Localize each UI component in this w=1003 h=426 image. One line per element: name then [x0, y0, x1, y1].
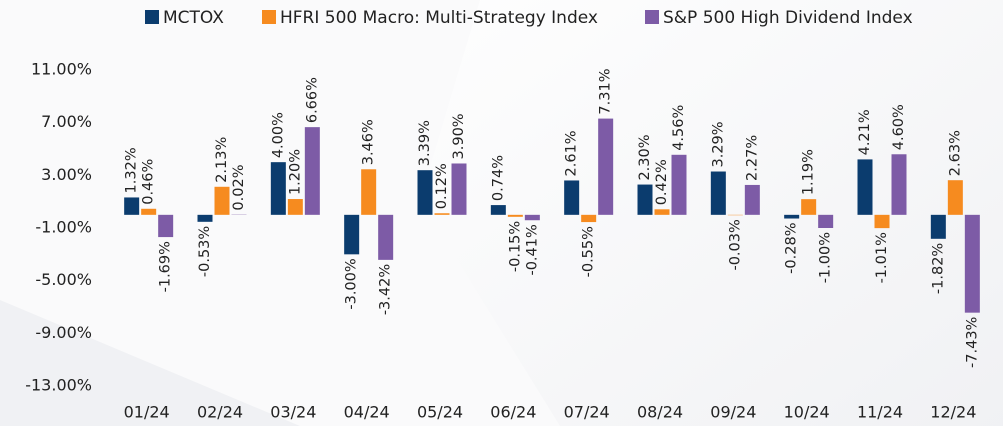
bar	[891, 154, 907, 215]
value-label: 4.56%	[671, 105, 687, 151]
bar	[507, 214, 523, 217]
bar	[564, 180, 580, 215]
bar	[417, 170, 433, 215]
x-tick-label: 03/24	[270, 403, 316, 422]
background-shape	[0, 300, 300, 426]
x-tick-label: 01/24	[124, 403, 170, 422]
value-label: -0.55%	[581, 226, 597, 277]
bar	[524, 214, 540, 221]
bar	[434, 213, 450, 215]
x-tick-label: 09/24	[710, 403, 756, 422]
bar	[930, 214, 946, 239]
value-label: 3.29%	[710, 121, 726, 167]
value-label: -0.53%	[197, 226, 213, 277]
x-tick-label: 05/24	[417, 403, 463, 422]
value-label: -0.03%	[727, 219, 743, 270]
value-label: 2.27%	[744, 135, 760, 181]
bar	[361, 169, 377, 215]
value-label: 0.12%	[434, 163, 450, 209]
bar	[598, 118, 614, 215]
value-label: 1.19%	[801, 149, 817, 195]
y-tick-label: 7.00%	[41, 112, 92, 131]
y-tick-label: 3.00%	[41, 165, 92, 184]
x-tick-label: 08/24	[637, 403, 683, 422]
bar	[304, 127, 320, 215]
bar	[874, 214, 890, 229]
bar	[158, 214, 174, 238]
y-tick-label: 11.00%	[31, 60, 92, 79]
value-label: 3.39%	[417, 120, 433, 166]
bar	[197, 214, 213, 222]
legend-swatch	[645, 10, 659, 24]
value-label: 1.20%	[287, 149, 303, 195]
value-label: 7.31%	[598, 69, 614, 115]
bar	[857, 159, 873, 215]
bar	[654, 209, 670, 215]
bar	[378, 214, 394, 260]
bar	[671, 154, 687, 215]
x-tick-label: 06/24	[490, 403, 536, 422]
value-label: -0.15%	[507, 221, 523, 272]
x-tick-label: 12/24	[930, 403, 976, 422]
value-label: -1.00%	[818, 232, 834, 283]
value-label: -0.28%	[784, 223, 800, 274]
value-label: 0.74%	[490, 155, 506, 201]
value-label: -3.00%	[344, 258, 360, 309]
x-tick-label: 02/24	[197, 403, 243, 422]
bar	[344, 214, 360, 255]
bar	[744, 184, 760, 215]
bar	[287, 199, 303, 215]
bar	[637, 184, 653, 215]
value-label: -1.82%	[930, 243, 946, 294]
legend-label: MCTOX	[163, 8, 224, 28]
value-label: -7.43%	[964, 317, 980, 368]
value-label: 3.90%	[451, 113, 467, 159]
legend-label: HFRI 500 Macro: Multi-Strategy Index	[280, 8, 598, 28]
bar	[141, 208, 157, 215]
x-tick-label: 04/24	[344, 403, 390, 422]
y-tick-label: -1.00%	[35, 218, 92, 237]
bar	[270, 162, 286, 215]
value-label: 2.63%	[947, 130, 963, 176]
value-label: 2.13%	[214, 137, 230, 183]
value-label: 0.42%	[654, 159, 670, 205]
legend-label: S&P 500 High Dividend Index	[663, 8, 913, 28]
value-label: -3.42%	[378, 264, 394, 315]
bar	[784, 214, 800, 219]
value-label: -1.01%	[874, 232, 890, 283]
legend-swatch	[145, 10, 159, 24]
value-label: 4.60%	[891, 104, 907, 150]
x-tick-label: 11/24	[857, 403, 903, 422]
y-tick-label: -9.00%	[35, 323, 92, 342]
value-label: -1.69%	[158, 241, 174, 292]
x-tick-label: 07/24	[564, 403, 610, 422]
value-label: 2.61%	[564, 130, 580, 176]
bar	[801, 199, 817, 215]
legend-swatch	[262, 10, 276, 24]
bar	[214, 186, 230, 215]
value-label: -0.41%	[524, 224, 540, 275]
value-label: 0.46%	[141, 159, 157, 205]
value-label: 6.66%	[304, 77, 320, 123]
bar	[124, 197, 140, 215]
value-label: 4.21%	[857, 109, 873, 155]
bar	[947, 180, 963, 215]
value-label: 0.02%	[231, 164, 247, 210]
y-tick-label: -13.00%	[25, 376, 92, 395]
bar	[451, 163, 467, 215]
value-label: 4.00%	[270, 112, 286, 158]
x-tick-label: 10/24	[784, 403, 830, 422]
bar	[710, 171, 726, 215]
bar	[964, 214, 980, 313]
bar	[581, 214, 597, 223]
value-label: 3.46%	[361, 119, 377, 165]
y-tick-label: -5.00%	[35, 270, 92, 289]
bar	[490, 205, 506, 215]
value-label: 2.30%	[637, 134, 653, 180]
value-label: 1.32%	[124, 147, 140, 193]
bar	[818, 214, 834, 228]
